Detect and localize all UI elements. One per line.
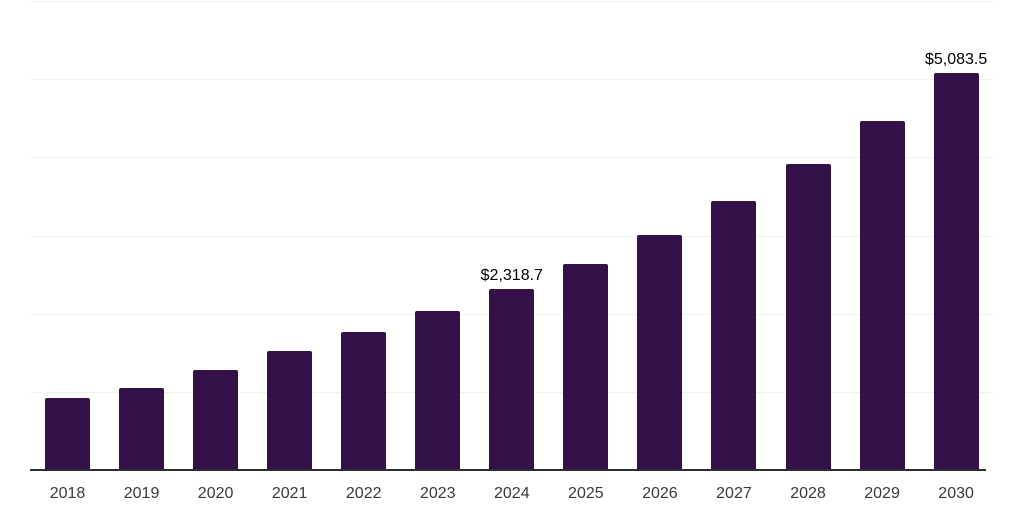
bar-2025 (563, 264, 609, 470)
x-tick-label-2028: 2028 (790, 485, 826, 502)
x-tick-label-2021: 2021 (271, 485, 308, 502)
data-label-2030: $5,083.5 (924, 50, 988, 68)
gridline-6000 (30, 1, 993, 2)
x-tick-label-2026: 2026 (642, 485, 678, 502)
x-tick-label-2029: 2029 (864, 485, 900, 502)
x-tick-label-2025: 2025 (568, 485, 604, 502)
bar-2019 (119, 388, 165, 470)
bar-2020 (193, 369, 239, 470)
bar-2018 (45, 398, 90, 470)
x-tick-label-2019: 2019 (123, 485, 160, 502)
bar-2030 (933, 72, 979, 470)
bar-2023 (415, 310, 461, 470)
x-tick-label-2027: 2027 (716, 485, 752, 502)
bar-2028 (785, 163, 831, 470)
bar-2022 (341, 332, 387, 470)
x-tick-label-2018: 2018 (49, 485, 86, 502)
gridline-4000 (30, 157, 993, 159)
x-tick-label-2020: 2020 (197, 485, 234, 502)
x-tick-label-2030: 2030 (938, 485, 974, 502)
gridline-5000 (30, 79, 993, 81)
bar-2026 (637, 234, 683, 470)
gridline-3000 (30, 235, 993, 237)
x-tick-label-2023: 2023 (419, 485, 456, 502)
bar-2024 (489, 288, 535, 470)
data-label-2024: $2,318.7 (480, 266, 543, 284)
bar-2029 (859, 120, 905, 470)
x-axis-line (30, 469, 986, 471)
x-tick-label-2022: 2022 (345, 485, 382, 502)
x-tick-label-2024: 2024 (494, 485, 530, 502)
bar-2027 (711, 201, 757, 470)
bar-2021 (267, 350, 313, 470)
